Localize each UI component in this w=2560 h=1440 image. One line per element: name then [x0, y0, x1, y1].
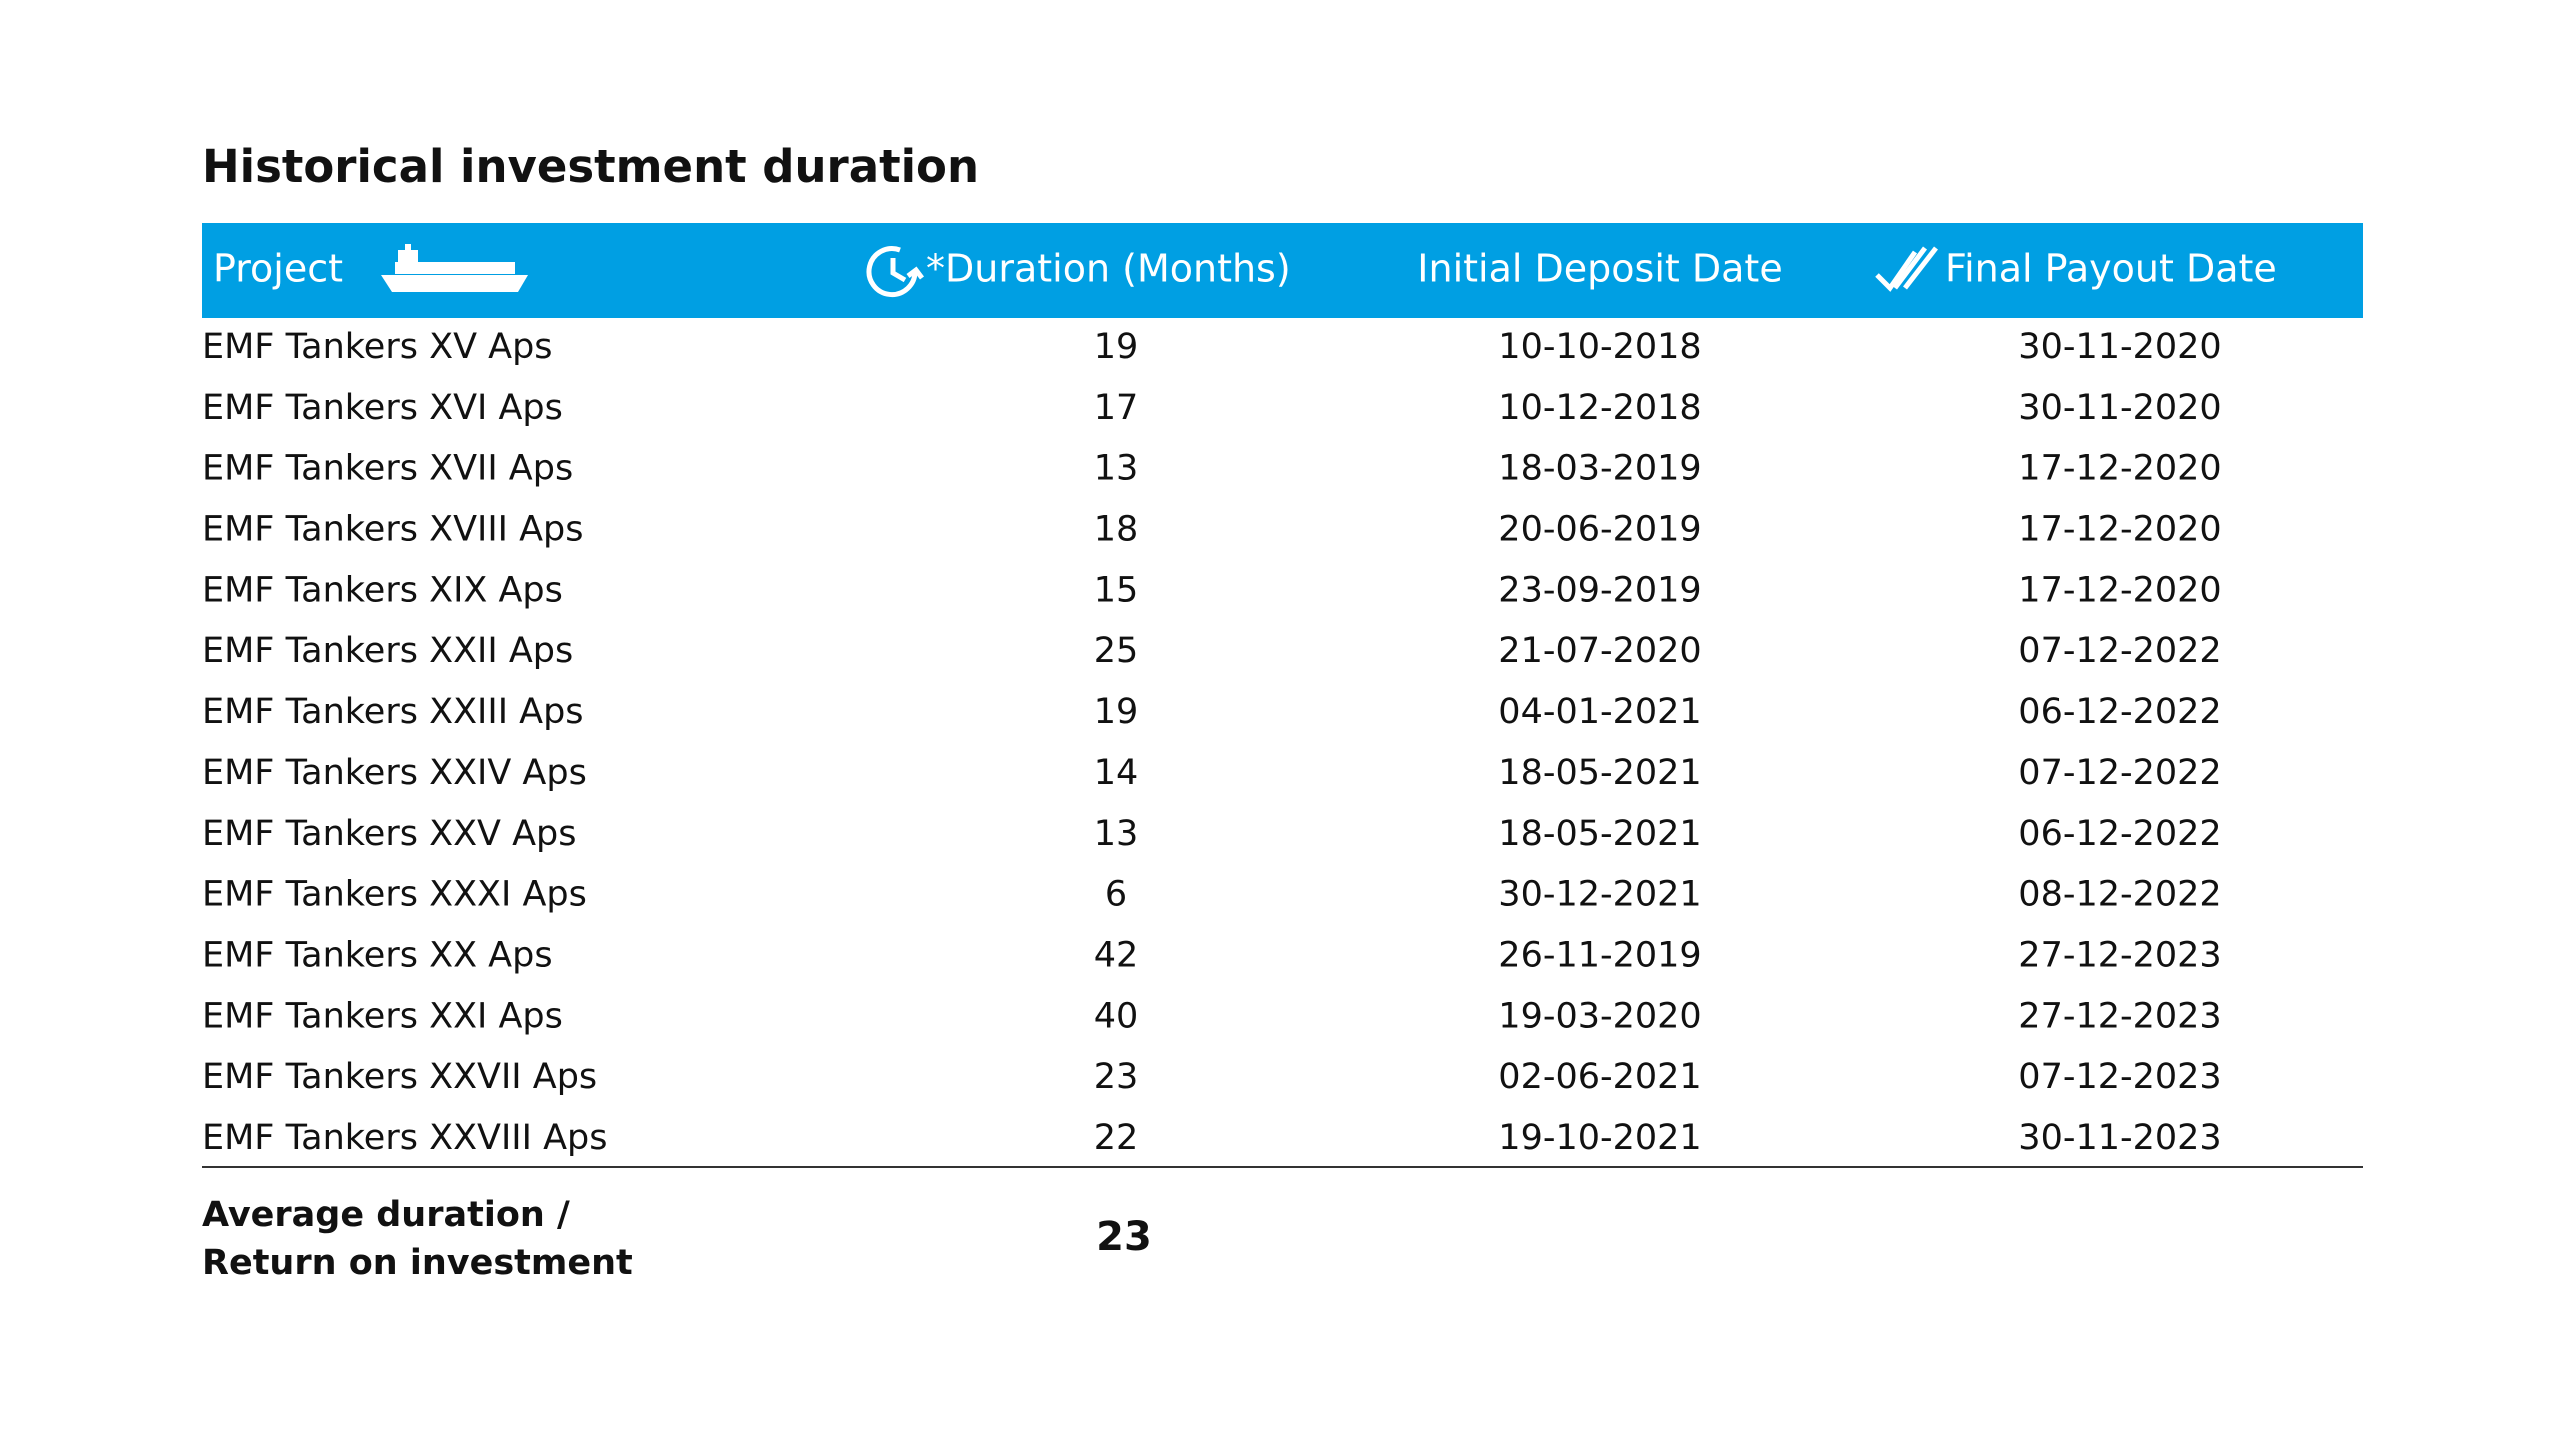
title: Historical investment duration [202, 140, 979, 193]
project-cell: EMF Tankers XIX Aps [202, 570, 563, 610]
ship-icon [381, 244, 528, 292]
clock-icon [866, 246, 924, 298]
payout-cell: 07-12-2022 [2018, 753, 2221, 793]
deposit-cell: 20-06-2019 [1498, 510, 1701, 550]
deposit-cell: 19-03-2020 [1498, 996, 1701, 1036]
duration-cell: 13 [1094, 814, 1139, 854]
project-cell: EMF Tankers XVII Aps [202, 449, 573, 489]
deposit-cell: 10-10-2018 [1498, 327, 1701, 367]
header-project: Project [213, 247, 343, 291]
payout-cell: 17-12-2020 [2018, 510, 2221, 550]
deposit-cell: 30-12-2021 [1498, 875, 1701, 915]
header-payout: Final Payout Date [1945, 247, 2277, 291]
duration-cell: 19 [1094, 692, 1139, 732]
project-cell: EMF Tankers XXII Aps [202, 631, 573, 671]
payout-cell: 06-12-2022 [2018, 692, 2221, 732]
header-duration: *Duration (Months) [926, 247, 1291, 291]
payout-cell: 06-12-2022 [2018, 814, 2221, 854]
footer-value: 23 [1096, 1214, 1152, 1260]
payout-cell: 30-11-2020 [2018, 327, 2221, 367]
project-cell: EMF Tankers XV Aps [202, 327, 553, 367]
footer-label: Average duration / [202, 1195, 570, 1235]
project-cell: EMF Tankers XX Aps [202, 935, 553, 975]
duration-cell: 15 [1094, 570, 1139, 610]
duration-cell: 23 [1094, 1057, 1139, 1097]
duration-cell: 22 [1094, 1118, 1139, 1158]
project-cell: EMF Tankers XXV Aps [202, 814, 577, 854]
deposit-cell: 18-03-2019 [1498, 449, 1701, 489]
project-cell: EMF Tankers XXVII Aps [202, 1057, 597, 1097]
project-cell: EMF Tankers XXI Aps [202, 996, 563, 1036]
payout-cell: 07-12-2023 [2018, 1057, 2221, 1097]
duration-cell: 6 [1105, 875, 1127, 915]
payout-cell: 27-12-2023 [2018, 996, 2221, 1036]
header-bar [202, 223, 2363, 318]
deposit-cell: 19-10-2021 [1498, 1118, 1701, 1158]
duration-cell: 17 [1094, 388, 1139, 428]
duration-cell: 18 [1094, 510, 1139, 550]
check-icon [1875, 246, 1938, 292]
duration-cell: 13 [1094, 449, 1139, 489]
project-cell: EMF Tankers XXIV Aps [202, 753, 587, 793]
deposit-cell: 02-06-2021 [1498, 1057, 1701, 1097]
payout-cell: 30-11-2023 [2018, 1118, 2221, 1158]
project-cell: EMF Tankers XXIII Aps [202, 692, 584, 732]
payout-cell: 08-12-2022 [2018, 875, 2221, 915]
duration-cell: 25 [1094, 631, 1139, 671]
deposit-cell: 26-11-2019 [1498, 935, 1701, 975]
payout-cell: 30-11-2020 [2018, 388, 2221, 428]
payout-cell: 27-12-2023 [2018, 935, 2221, 975]
header-deposit: Initial Deposit Date [1417, 247, 1782, 291]
deposit-cell: 10-12-2018 [1498, 388, 1701, 428]
deposit-cell: 23-09-2019 [1498, 570, 1701, 610]
payout-cell: 17-12-2020 [2018, 570, 2221, 610]
project-cell: EMF Tankers XVI Aps [202, 388, 563, 428]
project-cell: EMF Tankers XXVIII Aps [202, 1118, 607, 1158]
project-cell: EMF Tankers XXXI Aps [202, 875, 587, 915]
deposit-cell: 18-05-2021 [1498, 753, 1701, 793]
duration-cell: 40 [1094, 996, 1139, 1036]
payout-cell: 07-12-2022 [2018, 631, 2221, 671]
project-cell: EMF Tankers XVIII Aps [202, 510, 584, 550]
duration-cell: 14 [1094, 753, 1139, 793]
duration-cell: 42 [1094, 935, 1139, 975]
payout-cell: 17-12-2020 [2018, 449, 2221, 489]
deposit-cell: 21-07-2020 [1498, 631, 1701, 671]
deposit-cell: 04-01-2021 [1498, 692, 1701, 732]
duration-cell: 19 [1094, 327, 1139, 367]
footer-label: Return on investment [202, 1243, 633, 1283]
deposit-cell: 18-05-2021 [1498, 814, 1701, 854]
